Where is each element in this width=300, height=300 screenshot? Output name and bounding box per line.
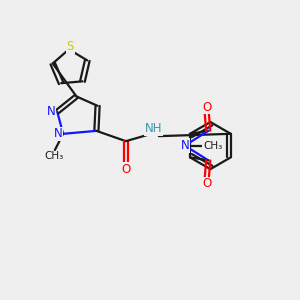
- Text: N: N: [46, 105, 55, 118]
- Text: CH₃: CH₃: [203, 141, 222, 151]
- Text: O: O: [202, 177, 212, 190]
- Text: O: O: [121, 163, 130, 176]
- Text: O: O: [202, 101, 212, 114]
- Text: CH₃: CH₃: [45, 152, 64, 161]
- Text: S: S: [67, 40, 74, 53]
- Text: N: N: [181, 139, 190, 152]
- Text: NH: NH: [145, 122, 163, 135]
- Text: N: N: [53, 127, 62, 140]
